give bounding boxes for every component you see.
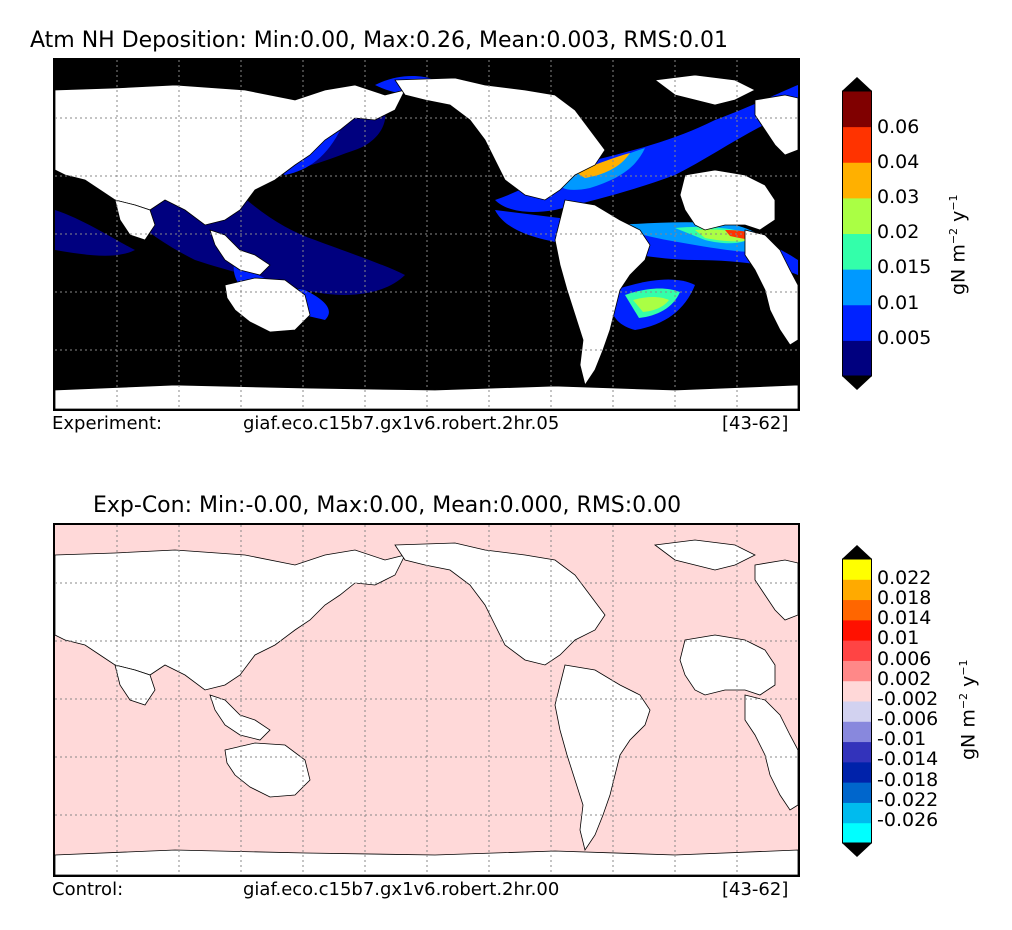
panel2-map-svg	[55, 525, 798, 875]
panel2-tick-10: -0.018	[877, 769, 939, 791]
panel1-colorbar-swatch-0	[842, 340, 872, 377]
panel2-colorbar-swatch-12	[842, 579, 872, 601]
panel2-colorbar-swatch-11	[842, 599, 872, 621]
panel2-tick-5: 0.002	[877, 668, 932, 690]
panel1-tick-2: 0.03	[877, 186, 920, 208]
panel1-tick-5: 0.01	[877, 292, 920, 314]
panel2-tick-7: -0.006	[877, 708, 939, 730]
panel1-colorbar	[842, 77, 872, 390]
panel1-colorbar-swatch-6	[842, 126, 872, 163]
panel2-colorbar-over-triangle	[842, 545, 872, 559]
panel2-colorbar	[842, 545, 872, 857]
panel2-colorbar-swatch-13	[842, 559, 872, 580]
panel1-colorbar-swatch-7	[842, 91, 872, 128]
panel1-tick-1: 0.04	[877, 151, 920, 173]
panel1-colorbar-under-triangle	[842, 376, 872, 390]
panel2-colorbar-swatch-0	[842, 822, 872, 844]
panel2-colorbar-swatch-10	[842, 619, 872, 641]
panel1-footer-years: [43-62]	[722, 413, 789, 434]
panel1-colorbar-swatch-5	[842, 162, 872, 199]
panel2-colorbar-swatch-7	[842, 680, 872, 702]
panel2-tick-1: 0.018	[877, 587, 932, 609]
panel2-colorbar-swatch-5	[842, 721, 872, 743]
panel1-map[interactable]	[53, 58, 800, 411]
panel1-tick-6: 0.005	[877, 327, 932, 349]
panel1-colorbar-swatch-4	[842, 197, 872, 234]
panel1-footer-case: giaf.eco.c15b7.gx1v6.robert.2hr.05	[243, 413, 560, 434]
panel1-colorbar-frame	[842, 90, 872, 377]
panel2-colorbar-swatch-2	[842, 782, 872, 803]
panel1-gridlines	[55, 60, 798, 409]
panel2-tick-0: 0.022	[877, 567, 932, 589]
panel1-colorbar-swatch-1	[842, 304, 872, 341]
panel2-tick-11: -0.022	[877, 789, 939, 811]
panel2-tick-9: -0.014	[877, 748, 939, 770]
panel2-tick-6: -0.002	[877, 688, 939, 710]
panel1-colorbar-swatch-3	[842, 233, 872, 270]
panel2-colorbar-swatch-3	[842, 761, 872, 783]
panel1-colorbar-over-triangle	[842, 77, 872, 91]
panel2-footer-label: Control:	[52, 879, 124, 900]
panel2-footer-years: [43-62]	[722, 879, 789, 900]
panel2-footer-case: giaf.eco.c15b7.gx1v6.robert.2hr.00	[243, 879, 560, 900]
panel1-colorbar-unit: gN m−2 y−1	[947, 194, 970, 295]
panel1-tick-3: 0.02	[877, 221, 920, 243]
panel2-title: Exp-Con: Min:-0.00, Max:0.00, Mean:0.000…	[93, 493, 682, 518]
panel2-land	[55, 539, 798, 875]
panel2-tick-3: 0.01	[877, 627, 920, 649]
panel2-tick-2: 0.014	[877, 607, 932, 629]
panel2-colorbar-swatch-1	[842, 802, 872, 824]
panel2-tick-8: -0.01	[877, 728, 927, 750]
panel2-colorbar-swatch-8	[842, 660, 872, 682]
panel2-tick-12: -0.026	[877, 809, 939, 831]
panel1-map-svg	[55, 60, 798, 409]
panel2-colorbar-swatch-4	[842, 741, 872, 763]
panel1-tick-0: 0.06	[877, 116, 920, 138]
panel1-colorbar-swatch-2	[842, 269, 872, 306]
panel2-map[interactable]	[53, 523, 800, 877]
panel2-colorbar-frame	[842, 558, 872, 844]
panel1-title: Atm NH Deposition: Min:0.00, Max:0.26, M…	[30, 28, 728, 53]
panel2-tick-4: 0.006	[877, 648, 932, 670]
panel2-colorbar-swatch-6	[842, 701, 872, 722]
panel2-colorbar-unit: gN m−2 y−1	[957, 659, 980, 760]
panel1-footer-label: Experiment:	[52, 413, 163, 434]
panel2-colorbar-swatch-9	[842, 640, 872, 661]
panel2-colorbar-under-triangle	[842, 843, 872, 857]
panel2-gridlines	[55, 525, 798, 875]
panel1-tick-4: 0.015	[877, 256, 932, 278]
